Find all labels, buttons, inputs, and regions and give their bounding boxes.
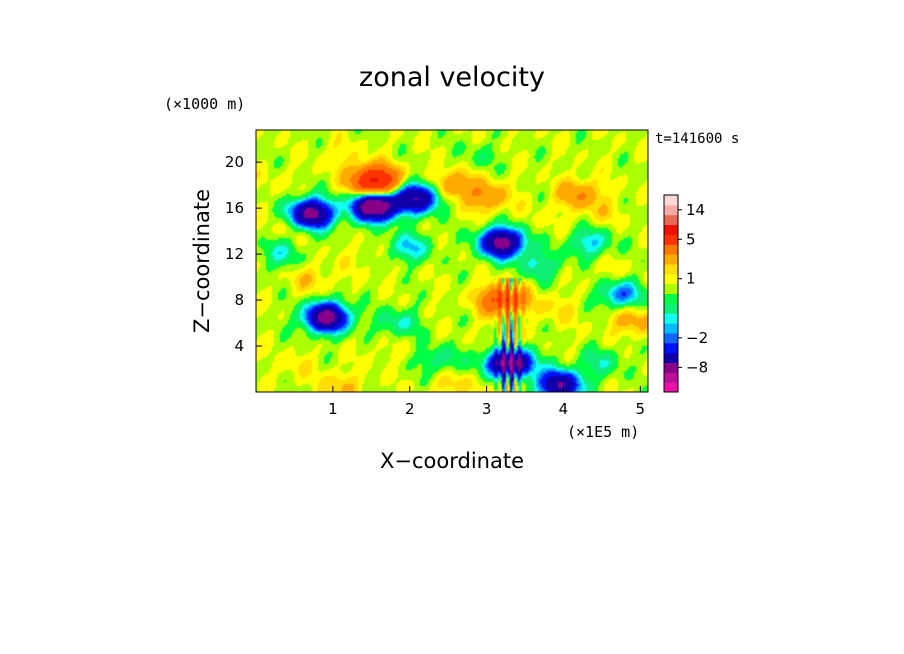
colorbar-segment xyxy=(664,362,678,373)
y-tick-label: 16 xyxy=(225,199,244,217)
colorbar-segment xyxy=(664,283,678,294)
y-axis-label: Z−coordinate xyxy=(190,189,214,333)
colorbar-segment xyxy=(664,273,678,285)
time-label: t=141600 s xyxy=(655,131,739,147)
y-unit-label: (×1000 m) xyxy=(164,95,245,113)
colorbar-tick-label: 5 xyxy=(686,230,696,248)
colorbar-segment xyxy=(664,234,678,245)
colorbar-frame xyxy=(663,194,679,393)
colorbar xyxy=(664,195,678,393)
plot-frame xyxy=(255,129,649,393)
x-tick-label: 5 xyxy=(636,400,646,418)
y-tick-label: 8 xyxy=(234,291,244,309)
colorbar-tick-label: −2 xyxy=(686,329,708,347)
colorbar-segment xyxy=(664,293,678,304)
colorbar-segment xyxy=(664,313,678,324)
x-axis-label: X−coordinate xyxy=(380,449,524,473)
colorbar-segment xyxy=(664,332,678,344)
colorbar-segment xyxy=(664,323,678,334)
y-tick-label: 4 xyxy=(234,337,244,355)
velocity-field xyxy=(256,130,648,392)
colorbar-segment xyxy=(664,204,678,216)
colorbar-segment xyxy=(664,352,678,363)
colorbar-segment xyxy=(664,263,678,275)
x-tick-label: 1 xyxy=(328,400,338,418)
colorbar-tick-label: 1 xyxy=(686,270,696,288)
colorbar-segment xyxy=(664,224,678,235)
colorbar-segment xyxy=(664,244,678,255)
x-tick-label: 2 xyxy=(405,400,415,418)
x-tick-label: 3 xyxy=(482,400,492,418)
colorbar-segment xyxy=(664,303,678,314)
colorbar-segment xyxy=(664,382,678,393)
colorbar-segment xyxy=(664,342,678,354)
colorbar-tick-label: −8 xyxy=(686,358,708,376)
y-tick-label: 12 xyxy=(225,245,244,263)
x-tick-label: 4 xyxy=(559,400,569,418)
colorbar-labels: 14 5 1 −2 −8 xyxy=(678,201,708,376)
x-axis-ticks: 1 2 3 4 5 xyxy=(328,386,645,418)
x-unit-label: (×1E5 m) xyxy=(567,423,639,441)
chart-title: zonal velocity xyxy=(359,62,545,93)
colorbar-segment xyxy=(664,195,678,206)
y-tick-label: 20 xyxy=(225,153,244,171)
colorbar-segment xyxy=(664,254,678,265)
colorbar-segment xyxy=(664,214,678,226)
colorbar-segment xyxy=(664,372,678,383)
y-axis-ticks: 4 8 12 16 20 xyxy=(225,153,262,355)
colorbar-tick-label: 14 xyxy=(686,201,705,219)
